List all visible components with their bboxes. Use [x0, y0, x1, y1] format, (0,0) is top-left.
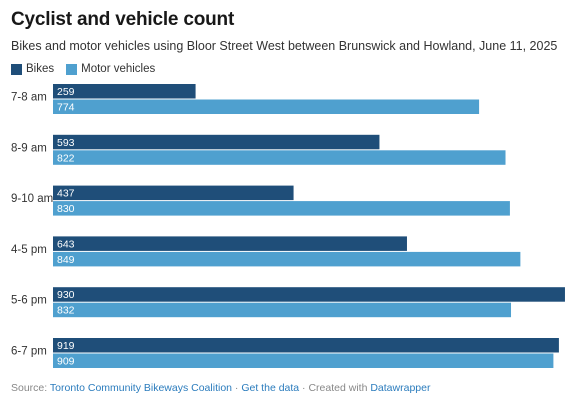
legend-item-motor: Motor vehicles: [66, 63, 155, 75]
data-label: 930: [57, 289, 75, 301]
datawrapper-link[interactable]: Datawrapper: [370, 382, 431, 394]
data-label: 437: [57, 188, 75, 200]
chart-subtitle: Bikes and motor vehicles using Bloor Str…: [11, 39, 558, 53]
bar-motor-vehicles: [53, 251, 521, 267]
data-label: 822: [57, 152, 75, 164]
created-with-text: · Created with: [299, 382, 371, 394]
data-label: 593: [57, 137, 75, 149]
footer: Source: Toronto Community Bikeways Coali…: [11, 382, 430, 394]
bar-motor-vehicles: [53, 302, 512, 318]
legend-swatch-motor: [66, 63, 78, 75]
bar-bikes: [53, 134, 380, 150]
legend-label-bikes: Bikes: [26, 63, 55, 75]
bar-bikes: [53, 287, 565, 302]
legend-label-motor: Motor vehicles: [81, 63, 156, 75]
category-label: 7-8 am: [11, 92, 47, 104]
legend-item-bikes: Bikes: [11, 63, 54, 75]
bar-motor-vehicles: [53, 353, 554, 368]
data-label: 849: [57, 254, 75, 266]
category-label: 8-9 am: [11, 142, 47, 154]
data-label: 919: [57, 340, 75, 352]
source-link[interactable]: Toronto Community Bikeways Coalition: [49, 382, 232, 394]
category-label: 9-10 am: [11, 193, 53, 205]
footer-separator: ·: [232, 382, 242, 394]
bar-bikes: [53, 338, 559, 353]
data-label: 909: [57, 356, 75, 368]
category-label: 4-5 pm: [11, 244, 47, 256]
source-prefix: Source:: [11, 382, 50, 394]
get-the-data-link[interactable]: Get the data: [241, 382, 300, 394]
category-label: 5-6 pm: [11, 295, 47, 307]
bar-bikes: [53, 84, 196, 99]
bar-bikes: [53, 185, 294, 201]
data-label: 643: [57, 238, 75, 250]
data-label: 830: [57, 203, 75, 215]
bar-bikes: [53, 236, 407, 251]
category-label: 6-7 pm: [11, 346, 47, 358]
data-label: 774: [57, 102, 75, 114]
legend-swatch-bikes: [11, 63, 22, 75]
bar-motor-vehicles: [53, 99, 480, 114]
data-label: 259: [57, 86, 75, 98]
chart-title: Cyclist and vehicle count: [11, 9, 235, 30]
legend: Bikes Motor vehicles: [11, 63, 167, 75]
bar-motor-vehicles: [53, 201, 510, 216]
bar-motor-vehicles: [53, 150, 506, 165]
data-label: 832: [57, 305, 75, 317]
